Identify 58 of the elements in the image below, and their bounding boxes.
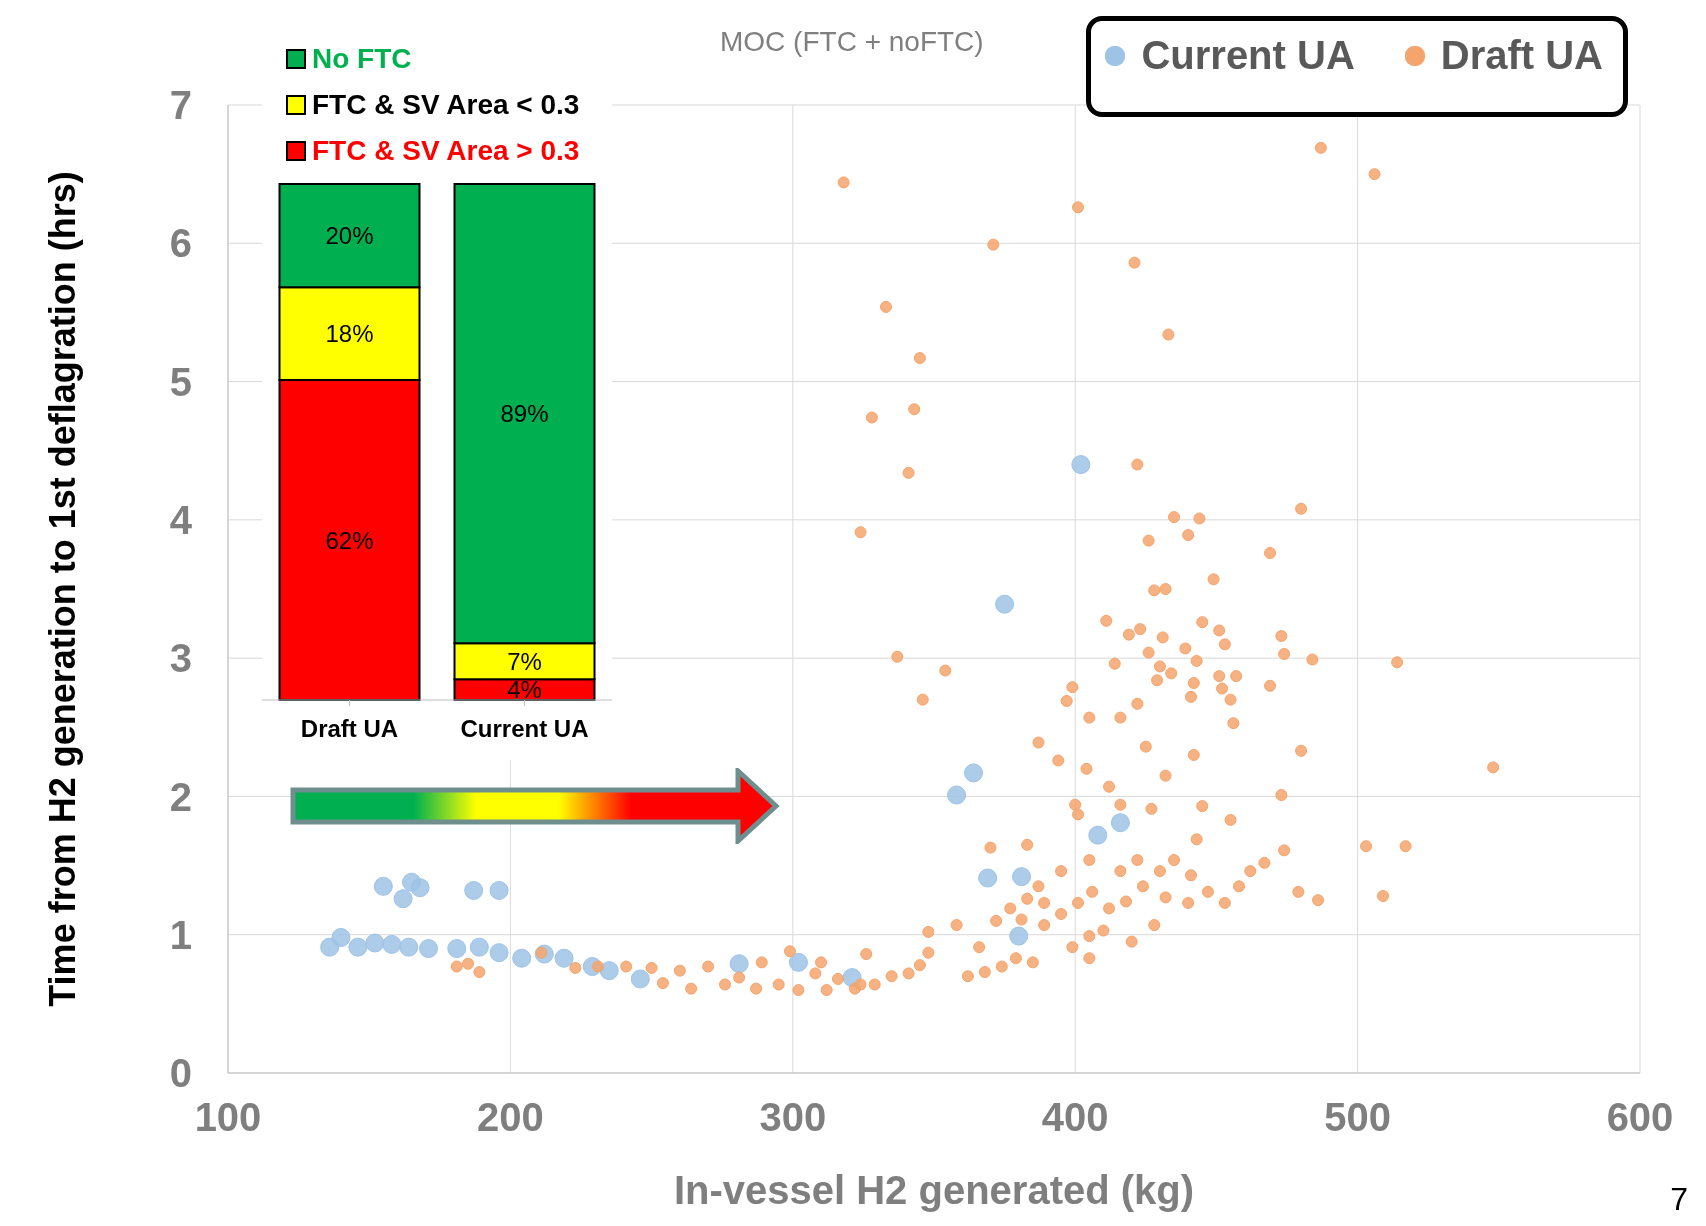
text: MOC (FTC + noFTC) (720, 26, 984, 58)
point (419, 939, 438, 959)
x-tick-label: 100 (194, 1095, 262, 1140)
point (978, 868, 998, 888)
point (1071, 455, 1091, 475)
data-label: 20% (325, 222, 374, 250)
point (447, 939, 467, 959)
point (464, 880, 484, 900)
y-tick-label: 4 (169, 498, 193, 543)
data-label: 18% (325, 320, 374, 348)
y-tick-label: 2 (169, 774, 192, 819)
point (1009, 926, 1029, 946)
point (489, 943, 509, 963)
y-tick-label: 1 (169, 912, 192, 957)
point (995, 594, 1015, 614)
point (373, 876, 393, 896)
point (512, 948, 532, 968)
point (331, 927, 351, 947)
point (399, 937, 419, 957)
y-tick-label: 0 (169, 1051, 192, 1096)
x-tick-label: 400 (1041, 1095, 1109, 1140)
x-axis-title: In-vessel H2 generated (kg) (673, 1168, 1195, 1212)
point (410, 878, 430, 898)
point (365, 933, 385, 953)
point (947, 785, 967, 805)
point (489, 880, 509, 900)
y-tick-label: 7 (169, 83, 192, 128)
point (393, 889, 413, 909)
point (1088, 825, 1108, 845)
x-tick-label: 500 (1324, 1095, 1391, 1140)
point (1012, 867, 1032, 887)
x-tick-label: 600 (1606, 1095, 1674, 1140)
text: 7 (1670, 1181, 1688, 1218)
legend-label: No FTC (312, 43, 412, 75)
point (964, 763, 984, 783)
point (630, 969, 650, 989)
data-label: 89% (500, 400, 549, 428)
y-axis-title: Time from H2 generation to 1st deflagration (hrs) (41, 171, 83, 1007)
y-tick-label: 3 (169, 636, 192, 681)
point (1110, 813, 1130, 833)
point (599, 961, 619, 981)
legend-label: FTC & SV Area > 0.3 (312, 135, 580, 167)
data-label: 62% (325, 526, 374, 554)
point (469, 937, 489, 957)
legend-label: FTC & SV Area < 0.3 (312, 89, 580, 121)
point (788, 952, 808, 972)
point (348, 937, 368, 957)
x-tick-label: 300 (759, 1095, 827, 1140)
y-tick-label: 6 (169, 221, 192, 266)
point (554, 948, 574, 968)
data-label: 4% (507, 676, 542, 704)
data-label: 7% (507, 647, 542, 675)
point (729, 954, 749, 974)
legend-label: Draft UA (1440, 33, 1603, 78)
y-tick-label: 5 (169, 359, 192, 404)
legend-label: Current UA (1141, 33, 1355, 78)
x-tick-label: 200 (477, 1095, 544, 1140)
point (382, 934, 402, 954)
